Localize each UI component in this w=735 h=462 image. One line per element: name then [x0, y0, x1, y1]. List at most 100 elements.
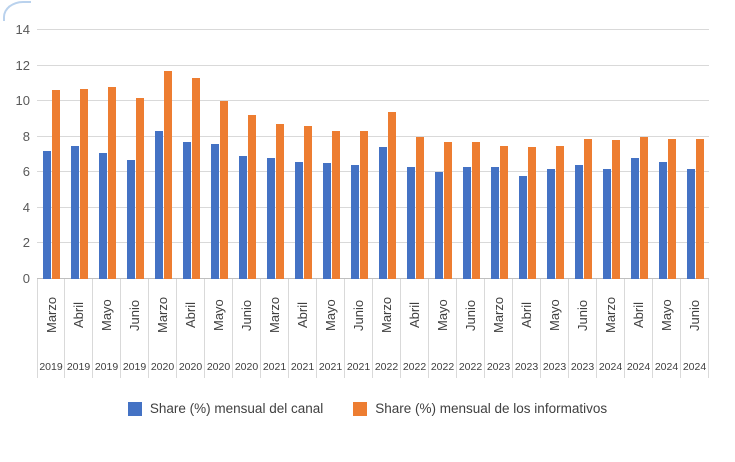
gridline [37, 171, 709, 173]
bar-canal [434, 172, 443, 279]
bar-informativos [275, 124, 284, 279]
bar-informativos [583, 138, 592, 279]
month-label: Junio [351, 299, 366, 331]
legend-item-canal: Share (%) mensual del canal [127, 401, 323, 416]
bar-canal [70, 145, 79, 279]
month-label: Abril [183, 302, 198, 329]
bar-canal [686, 168, 695, 279]
bar-canal [490, 166, 499, 279]
bar-group [205, 30, 233, 279]
month-label: Abril [519, 302, 534, 329]
category-cell: Junio 2020 [233, 279, 261, 378]
bar-group [93, 30, 121, 279]
month-label: Mayo [211, 299, 226, 331]
year-label: 2019 [122, 361, 147, 373]
plot-area [37, 29, 709, 279]
category-cell: Abril 2021 [289, 279, 317, 378]
month-label: Mayo [659, 299, 674, 331]
year-label: 2020 [178, 361, 203, 373]
bar-group [373, 30, 401, 279]
legend-swatch-canal [127, 401, 142, 416]
bar-canal [546, 168, 555, 279]
y-axis-tick-label: 2 [22, 235, 30, 251]
bar-informativos [247, 115, 256, 279]
category-cell: Junio 2024 [681, 279, 709, 378]
category-cell: Abril 2019 [65, 279, 93, 378]
y-axis: 0 2 4 6 8 10 12 14 [4, 22, 30, 286]
month-label: Marzo [379, 296, 394, 334]
gridline [37, 29, 709, 30]
category-cell: Marzo 2022 [373, 279, 401, 378]
bar-canal [658, 161, 667, 279]
bar-group [261, 30, 289, 279]
month-label: Junio [239, 299, 254, 331]
month-label: Abril [71, 302, 86, 329]
year-label: 2023 [486, 361, 511, 373]
bar-group [37, 30, 65, 279]
bar-informativos [303, 126, 312, 279]
month-label: Marzo [155, 296, 170, 334]
bar-group [485, 30, 513, 279]
year-label: 2022 [402, 361, 427, 373]
bar-canal [462, 166, 471, 279]
category-cell: Abril 2024 [625, 279, 653, 378]
bar-informativos [387, 111, 396, 279]
year-label: 2019 [39, 361, 63, 373]
bar-group [457, 30, 485, 279]
bar-canal [574, 165, 583, 279]
bar-informativos [415, 136, 424, 279]
bar-canal [378, 147, 387, 279]
bar-group [681, 30, 709, 279]
year-label: 2022 [458, 361, 483, 373]
year-label: 2023 [542, 361, 567, 373]
bar-informativos [331, 131, 340, 279]
category-cell: Abril 2022 [401, 279, 429, 378]
bar-group [233, 30, 261, 279]
bar-canal [518, 175, 527, 279]
category-cell: Marzo 2021 [261, 279, 289, 378]
bar-group [317, 30, 345, 279]
month-label: Abril [295, 302, 310, 329]
category-cell: Marzo 2019 [37, 279, 65, 378]
bar-informativos [79, 88, 88, 279]
bar-canal [42, 150, 51, 279]
bar-canal [322, 163, 331, 279]
month-label: Junio [687, 299, 702, 331]
bar-canal [126, 159, 135, 279]
y-axis-tick-label: 6 [22, 164, 30, 180]
y-axis-tick-label: 14 [15, 22, 30, 37]
legend-item-informativos: Share (%) mensual de los informativos [353, 401, 607, 416]
x-axis-line [37, 278, 709, 279]
bar-informativos [191, 78, 200, 279]
bar-informativos [51, 90, 60, 279]
month-label: Marzo [491, 296, 506, 334]
bar-informativos [359, 131, 368, 279]
year-label: 2021 [346, 361, 371, 373]
year-label: 2020 [234, 361, 259, 373]
year-label: 2021 [318, 361, 343, 373]
gridline [37, 135, 709, 137]
bar-canal [238, 156, 247, 279]
month-label: Marzo [267, 296, 282, 334]
bar-informativos [527, 147, 536, 279]
month-label: Abril [407, 302, 422, 329]
category-cell: Mayo 2021 [317, 279, 345, 378]
bar-informativos [611, 140, 620, 279]
bar-group [625, 30, 653, 279]
bar-canal [406, 166, 415, 279]
bar-informativos [219, 101, 228, 279]
year-label: 2021 [262, 361, 287, 373]
month-label: Mayo [547, 299, 562, 331]
year-label: 2024 [626, 361, 651, 373]
month-label: Junio [575, 299, 590, 331]
bar-informativos [163, 70, 172, 279]
category-cell: Mayo 2020 [205, 279, 233, 378]
gridline [37, 242, 709, 244]
bar-group [149, 30, 177, 279]
bar-informativos [695, 138, 704, 279]
y-axis-tick-label: 0 [22, 271, 30, 286]
legend: Share (%) mensual del canal Share (%) me… [0, 401, 735, 416]
category-cell: Mayo 2023 [541, 279, 569, 378]
gridline [37, 64, 709, 66]
